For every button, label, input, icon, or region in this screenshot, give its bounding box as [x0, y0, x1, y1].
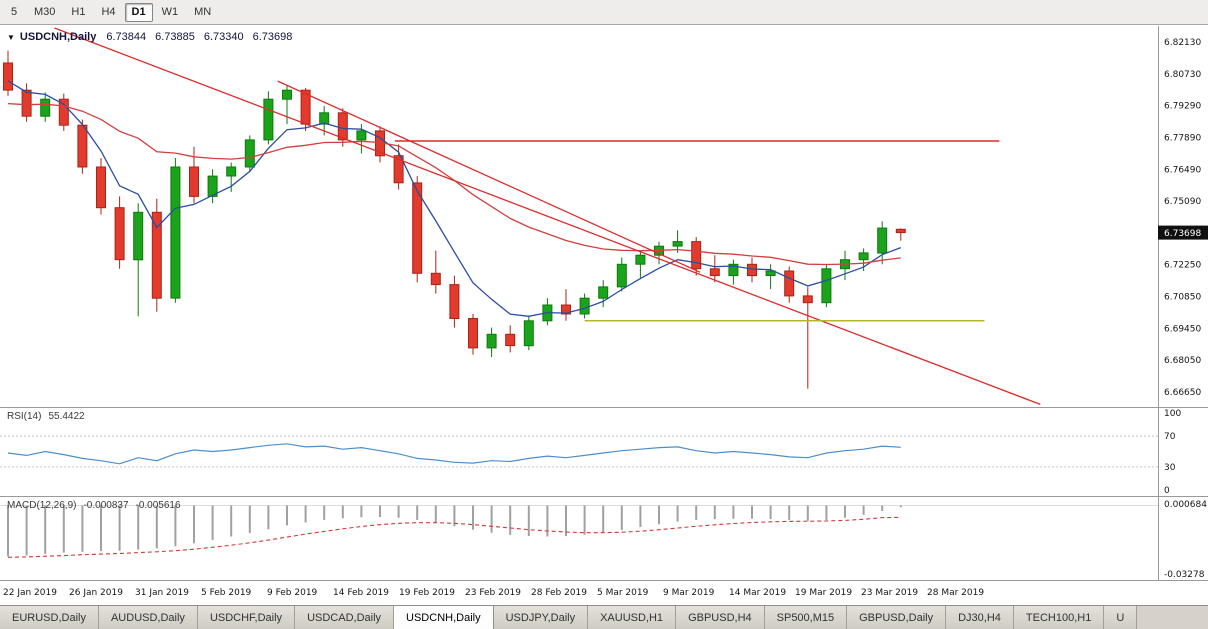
svg-text:9 Mar 2019: 9 Mar 2019 — [663, 588, 715, 598]
macd-name: MACD(12,26,9) — [7, 500, 77, 511]
svg-text:22 Jan 2019: 22 Jan 2019 — [3, 588, 57, 598]
quote-close: 6.73698 — [252, 31, 293, 43]
tab-usdjpy-daily[interactable]: USDJPY,Daily — [493, 606, 589, 629]
svg-text:5 Mar 2019: 5 Mar 2019 — [597, 588, 649, 598]
tab-gbpusd-h4[interactable]: GBPUSD,H4 — [676, 606, 765, 629]
chart-title: ▼ USDCNH,Daily 6.73844 6.73885 6.73340 6… — [7, 31, 301, 43]
svg-text:6.72250: 6.72250 — [1164, 261, 1201, 271]
symbol-period-label: USDCNH,Daily — [19, 31, 97, 43]
svg-text:70: 70 — [1164, 432, 1176, 442]
svg-text:9 Feb 2019: 9 Feb 2019 — [267, 588, 318, 598]
macd-indicator-label: MACD(12,26,9) -0.000837 -0.005616 — [7, 500, 181, 511]
svg-text:6.82130: 6.82130 — [1164, 38, 1201, 48]
svg-text:0: 0 — [1164, 486, 1170, 496]
quote-open: 6.73844 — [106, 31, 147, 43]
svg-text:14 Mar 2019: 14 Mar 2019 — [729, 588, 786, 598]
macd-signal-value: -0.005616 — [135, 500, 181, 511]
macd-main-value: -0.000837 — [83, 500, 129, 511]
svg-text:0.000684: 0.000684 — [1164, 500, 1207, 510]
rsi-indicator-label: RSI(14) 55.4422 — [7, 411, 85, 422]
rsi-name: RSI(14) — [7, 411, 42, 422]
svg-text:28 Feb 2019: 28 Feb 2019 — [531, 588, 587, 598]
tab-sp500-m15[interactable]: SP500,M15 — [764, 606, 848, 629]
svg-text:14 Feb 2019: 14 Feb 2019 — [333, 588, 389, 598]
svg-text:5 Feb 2019: 5 Feb 2019 — [201, 588, 252, 598]
svg-text:100: 100 — [1164, 409, 1181, 419]
tab-xauusd-h1[interactable]: XAUUSD,H1 — [588, 606, 677, 629]
svg-text:6.68050: 6.68050 — [1164, 356, 1201, 366]
candlestick-chart[interactable]: 6.82130 6.80730 6.79290 6.77890 6.76490 6.750… — [0, 26, 1208, 605]
tab-dj30-h4[interactable]: DJ30,H4 — [946, 606, 1014, 629]
svg-text:28 Mar 2019: 28 Mar 2019 — [927, 588, 984, 598]
svg-text:23 Mar 2019: 23 Mar 2019 — [861, 588, 918, 598]
quote-high: 6.73885 — [155, 31, 195, 43]
tab-truncated[interactable]: U — [1104, 606, 1138, 629]
chart-menu-arrow-icon[interactable]: ▼ — [7, 32, 15, 42]
svg-text:26 Jan 2019: 26 Jan 2019 — [69, 588, 123, 598]
timeframe-button-mn[interactable]: MN — [187, 3, 218, 22]
tab-tech100-h1[interactable]: TECH100,H1 — [1013, 606, 1105, 629]
chart-area: 6.82130 6.80730 6.79290 6.77890 6.76490 6.750… — [0, 26, 1208, 605]
svg-text:6.66650: 6.66650 — [1164, 388, 1201, 398]
svg-text:6.76490: 6.76490 — [1164, 165, 1201, 175]
rsi-value: 55.4422 — [48, 411, 85, 422]
svg-text:6.70850: 6.70850 — [1164, 293, 1201, 303]
timeframe-button-h4[interactable]: H4 — [94, 3, 122, 22]
timeframe-button-m5[interactable]: 5 — [3, 3, 25, 22]
tab-eurusd-daily[interactable]: EURUSD,Daily — [0, 606, 99, 629]
svg-text:19 Mar 2019: 19 Mar 2019 — [795, 588, 852, 598]
timeframe-button-h1[interactable]: H1 — [64, 3, 92, 22]
svg-text:6.75090: 6.75090 — [1164, 197, 1201, 207]
svg-text:-0.03278: -0.03278 — [1164, 570, 1205, 580]
timeframe-button-m30[interactable]: M30 — [27, 3, 62, 22]
svg-text:19 Feb 2019: 19 Feb 2019 — [399, 588, 455, 598]
tab-usdchf-daily[interactable]: USDCHF,Daily — [197, 606, 296, 629]
timeframe-toolbar: 5 M30 H1 H4 D1 W1 MN — [0, 0, 1208, 25]
svg-text:6.80730: 6.80730 — [1164, 70, 1201, 80]
svg-text:31 Jan 2019: 31 Jan 2019 — [135, 588, 189, 598]
quote-low: 6.73340 — [203, 31, 244, 43]
svg-text:30: 30 — [1164, 463, 1176, 473]
tab-gbpusd-daily[interactable]: GBPUSD,Daily — [847, 606, 947, 629]
tab-usdcnh-daily[interactable]: USDCNH,Daily — [394, 606, 494, 629]
svg-text:6.73698: 6.73698 — [1164, 229, 1201, 239]
timeframe-button-d1[interactable]: D1 — [124, 2, 153, 22]
symbol-tabbar: EURUSD,Daily AUDUSD,Daily USDCHF,Daily U… — [0, 605, 1208, 629]
svg-text:23 Feb 2019: 23 Feb 2019 — [465, 588, 521, 598]
tab-usdcad-daily[interactable]: USDCAD,Daily — [295, 606, 395, 629]
svg-text:6.69450: 6.69450 — [1164, 324, 1201, 334]
svg-text:6.77890: 6.77890 — [1164, 134, 1201, 144]
svg-text:6.79290: 6.79290 — [1164, 102, 1201, 112]
tab-audusd-daily[interactable]: AUDUSD,Daily — [98, 606, 198, 629]
timeframe-button-w1[interactable]: W1 — [155, 3, 186, 22]
